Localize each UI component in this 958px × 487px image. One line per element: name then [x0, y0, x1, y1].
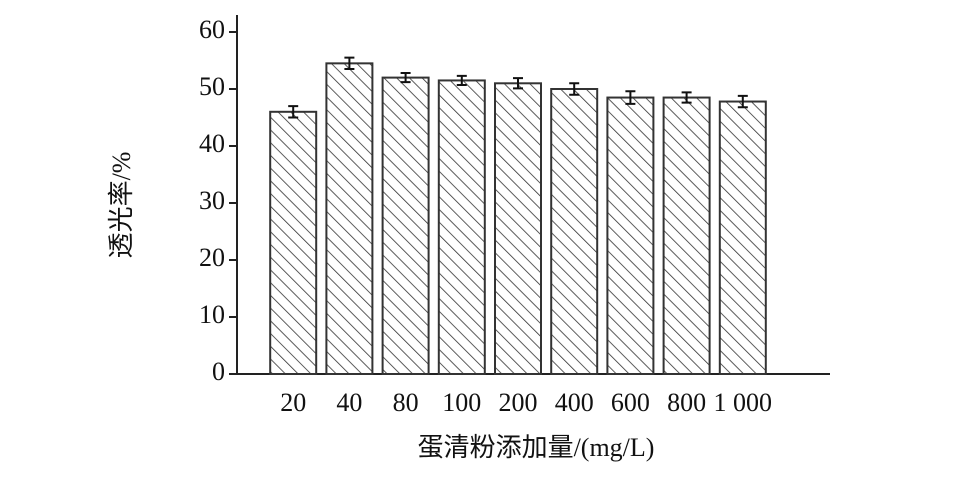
y-tick-label: 0: [212, 357, 225, 386]
x-tick-label: 600: [611, 388, 650, 417]
x-tick-label: 20: [280, 388, 306, 417]
x-tick-label: 80: [393, 388, 419, 417]
y-tick-label: 40: [199, 129, 225, 158]
x-tick-label: 800: [667, 388, 706, 417]
y-tick-label: 30: [199, 186, 225, 215]
bar: [325, 62, 374, 375]
error-bar: [456, 74, 467, 87]
error-bar: [288, 105, 299, 119]
x-tick-label: 1 000: [714, 388, 773, 417]
y-tick-label: 20: [199, 243, 225, 272]
error-bar: [681, 91, 692, 104]
error-bar: [737, 94, 748, 109]
bar: [550, 88, 599, 375]
y-tick-label: 50: [199, 72, 225, 101]
x-tick-label: 100: [442, 388, 481, 417]
bar: [269, 110, 318, 376]
bar: [494, 82, 542, 376]
error-bar: [400, 72, 411, 84]
bar: [437, 79, 486, 375]
x-tick-label: 400: [555, 388, 594, 417]
y-tick-label: 60: [199, 15, 225, 44]
error-bar: [513, 77, 523, 90]
x-tick-label: 40: [336, 388, 362, 417]
error-bar: [344, 56, 355, 71]
bar: [662, 96, 711, 376]
y-axis-title: 透光率/%: [107, 152, 136, 259]
x-axis-title: 蛋清粉添加量/(mg/L): [418, 433, 655, 462]
error-bar: [625, 90, 636, 105]
bar: [381, 76, 430, 375]
x-tick-label: 200: [499, 388, 538, 417]
bar: [606, 96, 655, 376]
error-bar: [569, 82, 580, 96]
bar: [718, 100, 767, 375]
y-tick-label: 10: [199, 300, 225, 329]
